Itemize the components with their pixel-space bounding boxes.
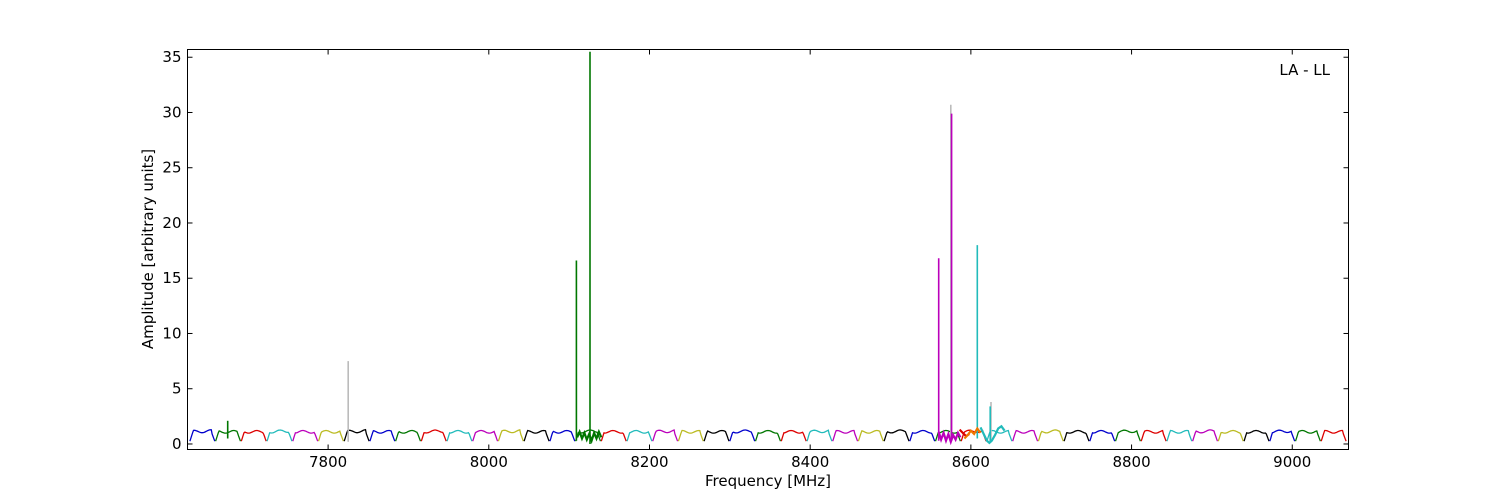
bandpass-series (677, 429, 704, 442)
bandpass-series (1294, 429, 1322, 442)
axis-ticks: 7800 8000 8200 8400 8600 8800 9000 0 5 10 15 20 25 30… (162, 48, 1349, 471)
bandpass-series (292, 429, 319, 442)
bandpass-series (909, 429, 936, 442)
y-tick-label: 35 (162, 48, 181, 66)
plot-frame (187, 49, 1349, 450)
y-tick-label: 20 (162, 214, 181, 232)
bandpass-series (600, 429, 627, 442)
bandpass-series (446, 429, 473, 442)
y-tick-label: 5 (172, 380, 182, 398)
bandpass-series (729, 429, 756, 442)
bandpass-series (420, 429, 447, 442)
bandpass-series (497, 428, 524, 442)
x-tick-label: 8800 (1112, 453, 1150, 471)
spike-series (979, 424, 1006, 445)
bandpass-series (472, 429, 499, 442)
bandpass-series (883, 429, 910, 442)
bandpass-series (832, 429, 859, 442)
data-layer (189, 51, 1347, 446)
bandpass-series (1037, 429, 1064, 442)
bandpass-series (1089, 429, 1116, 442)
spike-series (576, 428, 603, 445)
bandpass-series (626, 429, 653, 442)
x-tick-label: 8000 (470, 453, 508, 471)
bandpass-series (652, 429, 679, 442)
bandpass-series (1191, 429, 1219, 442)
bandpass-series (369, 429, 396, 442)
x-tick-label: 7800 (309, 453, 347, 471)
y-tick-label: 0 (172, 435, 182, 453)
y-tick-label: 25 (162, 159, 181, 177)
bandpass-series (1012, 429, 1039, 442)
bandpass-series (1140, 429, 1167, 442)
bandpass-series (1269, 429, 1296, 442)
bandpass-series (1243, 429, 1270, 442)
x-axis-label: Frequency [MHz] (705, 472, 831, 490)
y-tick-label: 10 (162, 324, 181, 342)
y-tick-label: 30 (162, 103, 181, 121)
bandpass-series (1217, 429, 1244, 442)
bandpass-series (857, 429, 884, 442)
x-tick-label: 8400 (791, 453, 829, 471)
bandpass-series (1114, 429, 1142, 442)
bandpass-series (754, 429, 782, 442)
spike-series (937, 429, 962, 446)
x-tick-label: 8600 (952, 453, 990, 471)
x-tick-label: 8200 (630, 453, 668, 471)
y-axis-label: Amplitude [arbitrary units] (139, 149, 157, 349)
bandpass-series (549, 429, 576, 442)
bandpass-series (1320, 429, 1347, 442)
bandpass-series (806, 429, 833, 442)
bandpass-series (703, 429, 730, 442)
x-tick-label: 9000 (1273, 453, 1311, 471)
bandpass-series (1063, 429, 1090, 442)
spike-series (963, 426, 982, 440)
bandpass-series (317, 429, 345, 442)
y-tick-label: 15 (162, 269, 181, 287)
bandpass-series (1166, 429, 1193, 442)
bandpass-series (780, 429, 807, 442)
bandpass-series (394, 429, 422, 442)
bandpass-series (240, 429, 267, 442)
bandpass-series (189, 429, 216, 442)
chart-annotation: LA - LL (1279, 61, 1330, 79)
bandpass-series (266, 429, 293, 442)
bandpass-series (523, 429, 550, 442)
